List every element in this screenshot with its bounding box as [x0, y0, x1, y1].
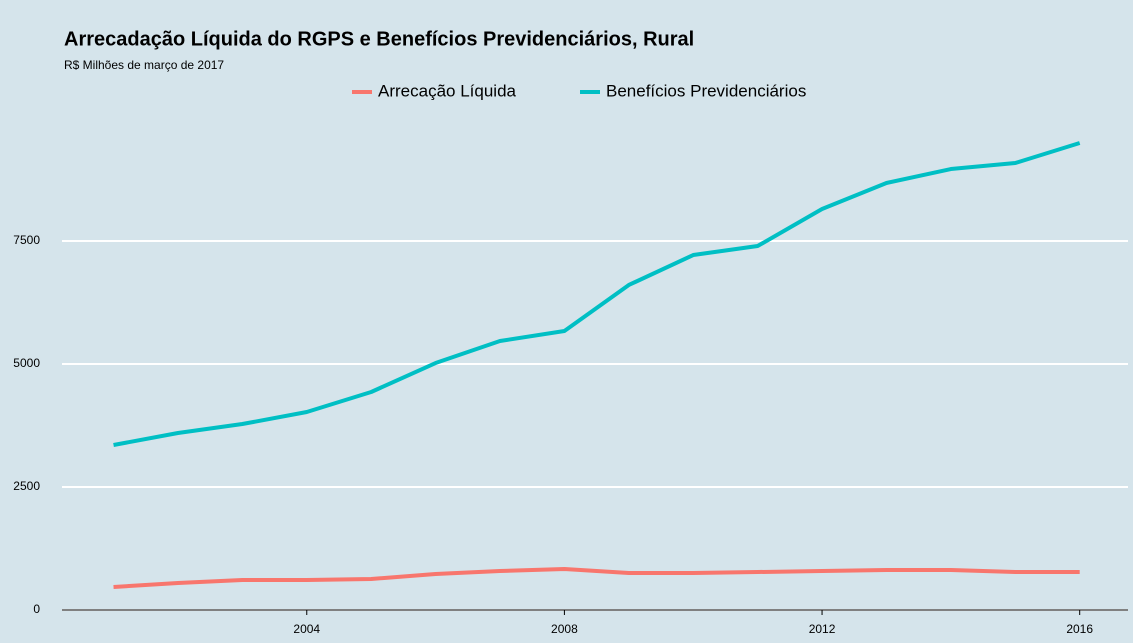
series-line — [113, 141, 1081, 447]
y-tick-label: 2500 — [13, 479, 40, 493]
series-line — [113, 567, 1080, 590]
x-tick-label: 2004 — [293, 622, 320, 636]
x-tick-label: 2016 — [1066, 622, 1093, 636]
y-tick-label: 7500 — [13, 233, 40, 247]
chart-subtitle: R$ Milhões de março de 2017 — [64, 58, 224, 72]
legend-label: Arrecação Líquida — [378, 81, 517, 100]
y-tick-label: 0 — [33, 602, 40, 616]
chart-title: Arrecadação Líquida do RGPS e Benefícios… — [64, 28, 694, 50]
legend-label: Benefícios Previdenciários — [606, 81, 806, 100]
x-tick-label: 2008 — [551, 622, 578, 636]
y-tick-label: 5000 — [13, 356, 40, 370]
x-tick-label: 2012 — [809, 622, 836, 636]
